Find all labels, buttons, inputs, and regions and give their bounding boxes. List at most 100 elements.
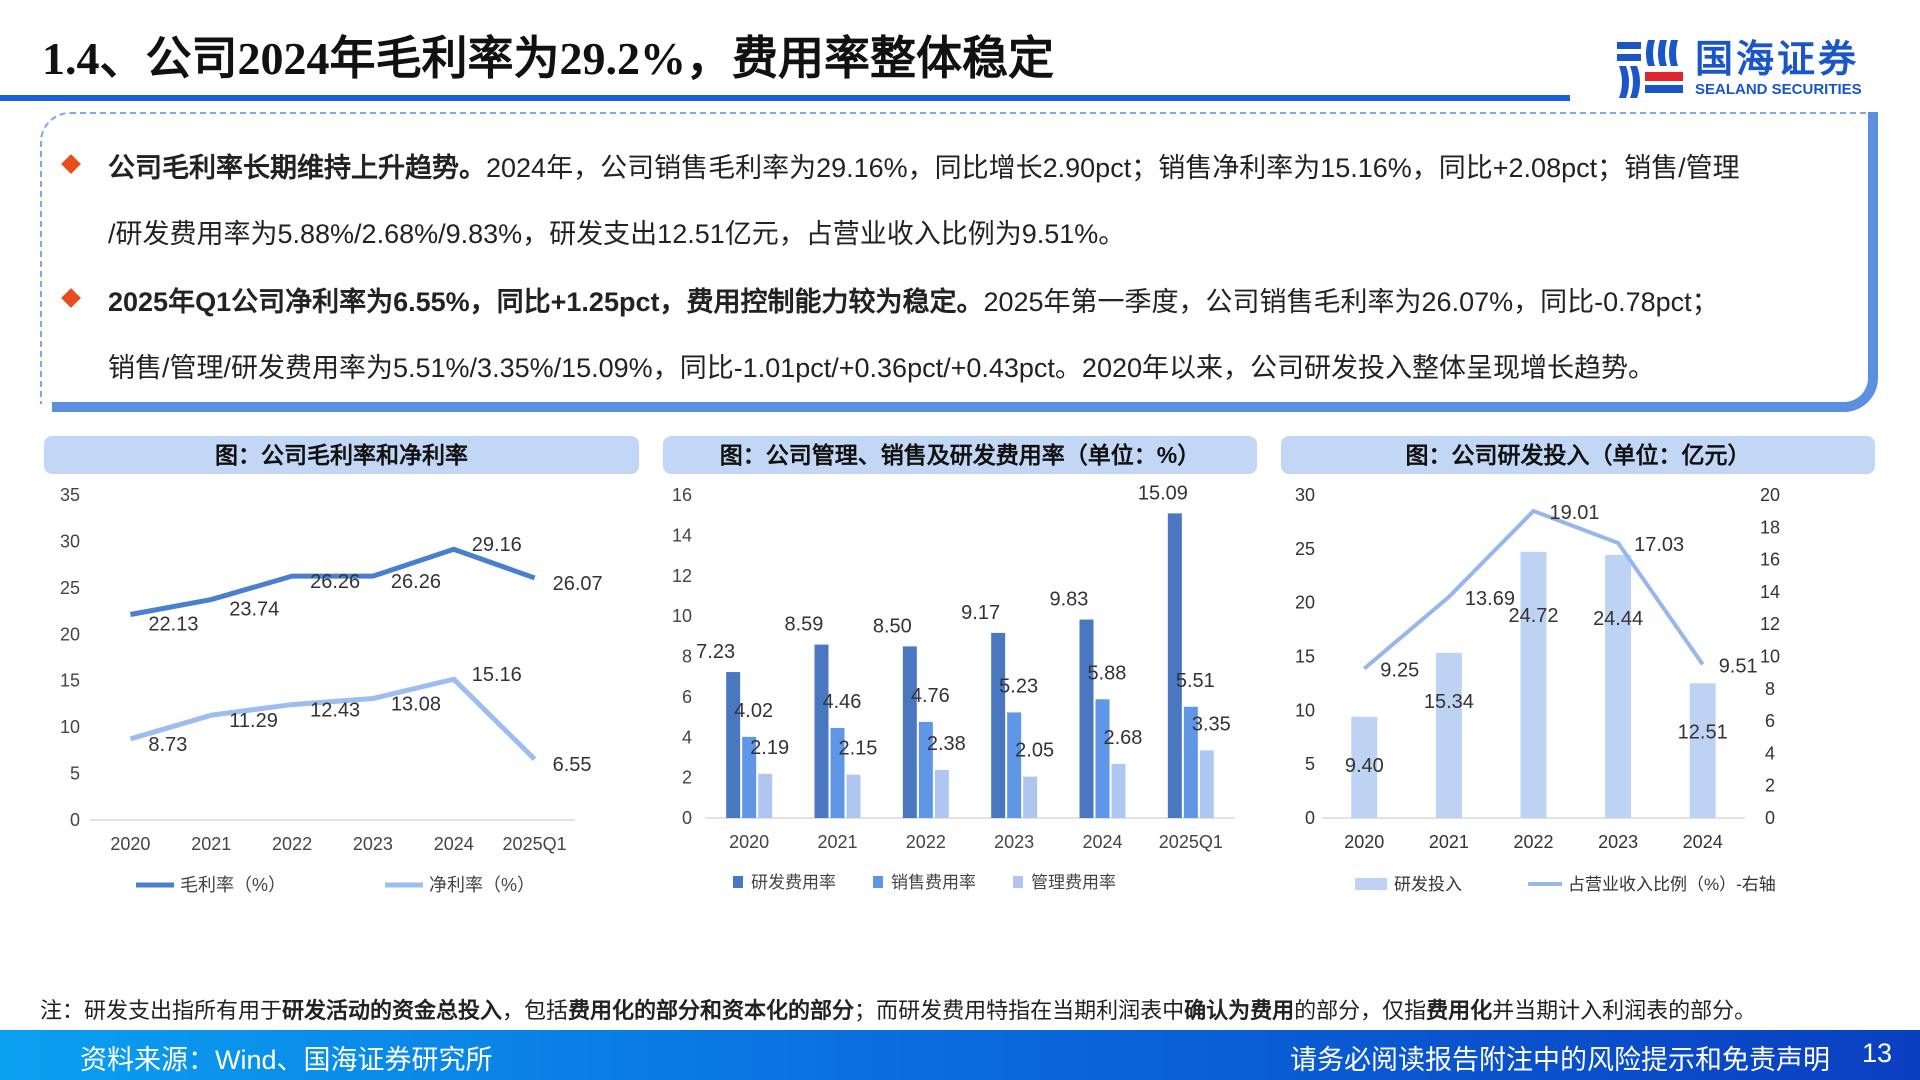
data-label: 4.76 <box>911 685 950 707</box>
data-label: 26.07 <box>553 573 603 595</box>
y-tick-left: 30 <box>1295 485 1315 505</box>
summary-box <box>40 112 1868 404</box>
bar <box>1023 776 1038 818</box>
y-tick: 4 <box>682 727 692 747</box>
y-tick-right: 2 <box>1765 776 1775 796</box>
bar <box>846 774 861 818</box>
data-label: 23.74 <box>229 599 279 621</box>
logo-cn-text: 国海证券 <box>1695 39 1860 81</box>
footer-bar: 资料来源：Wind、国海证券研究所 请务必阅读报告附注中的风险提示和免责声明 1… <box>0 1030 1920 1080</box>
y-tick-left: 15 <box>1295 647 1315 667</box>
data-label: 2.05 <box>1015 740 1054 762</box>
y-tick-right: 4 <box>1765 743 1775 763</box>
bar <box>758 773 773 818</box>
bar <box>1199 750 1214 818</box>
bullet2-text: 2025年第一季度，公司销售毛利率为26.07%，同比-0.78pct； <box>983 287 1719 317</box>
y-tick: 0 <box>682 808 692 828</box>
bar <box>902 646 917 818</box>
bar <box>1167 513 1182 818</box>
data-label: 22.13 <box>148 614 198 636</box>
bar <box>1079 619 1094 818</box>
x-tick: 2021 <box>817 832 857 852</box>
series-line <box>1363 508 1705 671</box>
bullet2-line1: 2025年Q1公司净利率为6.55%，同比+1.25pct，费用控制能力较为稳定… <box>108 280 1719 319</box>
sealand-logo: 国海证券 SEALAND SECURITIES <box>1615 38 1862 100</box>
data-label: 8.59 <box>785 614 824 636</box>
bar <box>830 727 845 818</box>
legend-label: 管理费用率 <box>1031 873 1116 892</box>
data-label: 15.09 <box>1138 482 1188 504</box>
x-tick: 2025Q1 <box>1159 832 1223 852</box>
x-tick: 2023 <box>1598 832 1638 852</box>
x-tick: 2025Q1 <box>503 834 567 854</box>
footnote: 注：研发支出指所有用于研发活动的资金总投入，包括费用化的部分和资本化的部分；而研… <box>40 993 1756 1025</box>
x-tick: 2024 <box>1082 832 1122 852</box>
data-label: 13.08 <box>391 694 441 716</box>
expense-ratio-bar-chart: 0 2 4 6 8 10 12 14 16 2020 7.23 4.02 2.19 2021 8.59 4.4… <box>672 482 1235 892</box>
y-tick: 8 <box>682 647 692 667</box>
page-title: 1.4、公司2024年毛利率为29.2%，费用率整体稳定 <box>42 33 1054 84</box>
y-tick: 10 <box>672 606 692 626</box>
note-part: ；而研发费用特指在当期利润表中 <box>854 998 1185 1023</box>
bar <box>1183 706 1198 818</box>
source-text: 资料来源：Wind、国海证券研究所 <box>80 1045 493 1075</box>
data-label: 8.50 <box>873 615 912 637</box>
bar <box>1111 763 1126 818</box>
y-tick-right: 18 <box>1760 517 1780 537</box>
y-tick: 6 <box>682 687 692 707</box>
bar <box>742 736 757 818</box>
y-tick: 25 <box>60 578 80 598</box>
legend-label: 毛利率（%） <box>180 875 286 895</box>
bullet1-line2: /研发费用率为5.88%/2.68%/9.83%，研发支出12.51亿元，占营业… <box>108 219 1126 249</box>
data-label: 5.23 <box>999 675 1038 697</box>
data-label: 19.01 <box>1550 502 1600 524</box>
y-tick-right: 8 <box>1765 679 1775 699</box>
data-label: 26.26 <box>310 571 360 593</box>
y-tick-left: 20 <box>1295 593 1315 613</box>
logo-en-text: SEALAND SECURITIES <box>1695 81 1862 98</box>
note-part: 费用化的部分和资本化的部分 <box>568 998 855 1023</box>
chart2-title: 图：公司管理、销售及研发费用率（单位：%） <box>663 436 1257 474</box>
legend-label: 销售费用率 <box>891 873 976 892</box>
data-label: 9.83 <box>1050 589 1089 611</box>
y-tick: 20 <box>60 624 80 644</box>
disclaimer-link[interactable]: 请务必阅读报告附注中的风险提示和免责声明 <box>1290 1045 1830 1075</box>
y-tick-right: 14 <box>1760 582 1780 602</box>
bar <box>814 644 829 818</box>
y-tick: 10 <box>60 717 80 737</box>
title-underline <box>0 95 1570 101</box>
x-tick: 2024 <box>1683 832 1723 852</box>
page-number: 13 <box>1861 1038 1892 1068</box>
data-label: 7.23 <box>696 641 735 663</box>
data-label: 8.73 <box>148 734 187 756</box>
y-tick: 12 <box>672 566 692 586</box>
note-part: 的部分，仅指 <box>1294 998 1427 1023</box>
x-tick: 2021 <box>191 834 231 854</box>
data-label: 5.51 <box>1176 670 1215 692</box>
bar <box>1435 652 1462 818</box>
series-line <box>129 676 537 761</box>
note-part: 研发活动的资金总投入 <box>282 998 503 1023</box>
y-tick: 30 <box>60 531 80 551</box>
data-label: 26.26 <box>391 571 441 593</box>
bar <box>1605 554 1632 818</box>
data-label: 17.03 <box>1634 534 1684 556</box>
y-tick-left: 25 <box>1295 539 1315 559</box>
bar <box>918 721 933 818</box>
bar <box>991 632 1006 818</box>
x-tick: 2022 <box>906 832 946 852</box>
data-label: 9.17 <box>961 602 1000 624</box>
data-label: 4.46 <box>823 691 862 713</box>
y-tick-left: 5 <box>1305 754 1315 774</box>
data-label: 6.55 <box>553 754 592 776</box>
sealand-logo-icon <box>1617 40 1683 98</box>
bullet1-text: 2024年，公司销售毛利率为29.16%，同比增长2.90pct；销售净利率为1… <box>486 153 1740 183</box>
note-part: ，包括 <box>502 998 569 1023</box>
data-label: 2.19 <box>750 737 789 759</box>
legend-label: 研发投入 <box>1394 875 1462 894</box>
bullet2-line2: 销售/管理/研发费用率为5.51%/3.35%/15.09%，同比-1.01pc… <box>108 353 1655 383</box>
data-label: 2.68 <box>1104 727 1143 749</box>
data-label: 15.16 <box>472 664 522 686</box>
y-tick-right: 0 <box>1765 808 1775 828</box>
note-part: 费用化 <box>1426 998 1493 1023</box>
